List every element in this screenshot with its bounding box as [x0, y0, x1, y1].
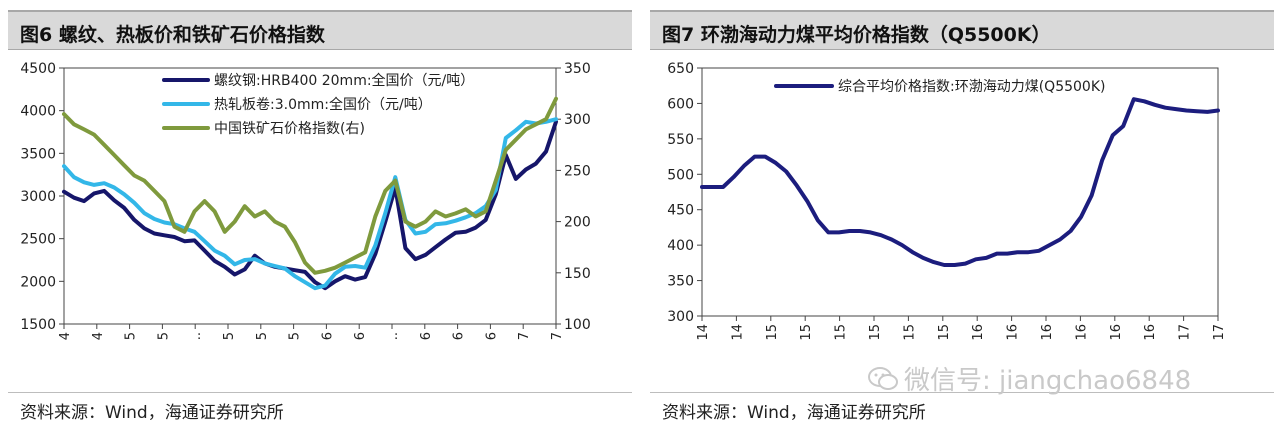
y-tick-label: 350	[667, 274, 694, 290]
legend-label: 热轧板卷:3.0mm:全国价（元/吨）	[214, 96, 432, 113]
legend-label: 综合平均价格指数:环渤海动力煤(Q5500K)	[838, 79, 1105, 95]
x-tick-label: May-16	[1040, 324, 1055, 340]
x-tick-label: Jul-15	[868, 324, 883, 340]
series-line	[700, 97, 1220, 267]
x-tick-label: Mar-15	[799, 324, 814, 340]
figure-6-title: 图6 螺纹、热板价和铁矿石价格指数	[20, 24, 325, 46]
figure-7-header: 图7 环渤海动力煤平均价格指数（Q5500K）	[650, 10, 1274, 50]
figure-6-panel: 图6 螺纹、热板价和铁矿石价格指数 1500 2000 2500 3000 3500 40…	[8, 0, 632, 434]
y-tick-label: 4500	[20, 61, 56, 77]
x-tick-label: Jan-15	[765, 324, 780, 340]
x-tick-label: Jul-16	[1074, 324, 1089, 340]
y-tick-label: 3500	[20, 146, 56, 162]
x-tick-label: Jan-16	[971, 324, 986, 340]
series-line	[62, 119, 558, 291]
y-tick-label: 450	[667, 203, 694, 219]
figure-6-header: 图6 螺纹、热板价和铁矿石价格指数	[8, 10, 632, 50]
x-tick-label: Nov-16	[1143, 324, 1158, 340]
x-tick-label: Jan-17	[1178, 324, 1193, 340]
x-tick-label: Nov-14	[730, 324, 745, 340]
y-tick-label: 2500	[20, 232, 56, 248]
x-tick-label: Mar-16	[353, 332, 368, 340]
figure-7-source-divider	[650, 392, 1274, 393]
legend-label: 中国铁矿石价格指数(右)	[214, 121, 365, 137]
x-tick-label: Nov-15	[937, 324, 952, 340]
y-tick-label: 550	[667, 132, 694, 148]
x-tick-label: Jan-16	[320, 332, 335, 340]
watermark-text: 微信号: jiangchao6848	[904, 366, 1192, 396]
y2-tick-label: 200	[564, 215, 591, 231]
y-tick-label: 400	[667, 238, 694, 254]
x-tick-label: Nov-14	[91, 332, 106, 340]
x-tick-label: Nov-15	[288, 332, 303, 340]
figure-7-source: 资料来源：Wind，海通证券研究所	[662, 403, 926, 423]
wechat-watermark: 微信号: jiangchao6848	[868, 360, 1191, 397]
y-tick-label: 2000	[20, 274, 56, 290]
y2-tick-label: 350	[564, 61, 591, 77]
x-tick-label: Mar-16	[1006, 324, 1021, 340]
x-tick-label: Jul-15	[222, 332, 237, 340]
x-tick-label: May...	[386, 332, 401, 340]
y2-tick-label: 300	[564, 112, 591, 128]
y-tick-label: 650	[667, 61, 694, 77]
figure-7-chart: 300 350 400 450 500 550 600 650 Sep-14 Nov-14 Jan-…	[667, 61, 1227, 340]
x-tick-label: Sep-14	[696, 324, 711, 340]
x-tick-label: Nov-16	[484, 332, 499, 340]
figure-6-source-divider	[8, 392, 632, 393]
x-tick-label: Sep-15	[255, 332, 270, 340]
wechat-icon	[868, 366, 898, 390]
x-tick-label: May...	[189, 332, 204, 340]
x-tick-label: Mar-15	[156, 332, 171, 340]
figure-6-chart: 1500 2000 2500 3000 3500 4000 4500 100 150 200 250…	[20, 61, 591, 340]
x-tick-label: Jul-16	[419, 332, 434, 340]
x-tick-label: May-15	[834, 324, 849, 340]
legend-label: 螺纹钢:HRB400 20mm:全国价（元/吨）	[214, 72, 474, 89]
y-tick-label: 300	[667, 309, 694, 325]
x-tick-label: Mar-17	[550, 332, 565, 340]
y-tick-label: 3000	[20, 189, 56, 205]
x-tick-label: Mar-17	[1212, 324, 1227, 340]
plot-frame	[701, 67, 1219, 317]
figure-6-source: 资料来源：Wind，海通证券研究所	[20, 403, 284, 423]
y-tick-label: 600	[667, 96, 694, 112]
y-tick-label: 4000	[20, 104, 56, 120]
x-tick-label: Jan-17	[517, 332, 532, 340]
x-tick-label: Sep-16	[1109, 324, 1124, 340]
y2-tick-label: 250	[564, 163, 591, 179]
x-tick-label: Sep-16	[452, 332, 467, 340]
series-line	[62, 117, 558, 291]
x-tick-label: Sep-15	[902, 324, 917, 340]
y-tick-label: 500	[667, 167, 694, 183]
figure-7-panel: 图7 环渤海动力煤平均价格指数（Q5500K） 300 350 400 450 500 5…	[650, 0, 1274, 434]
y-tick-label: 1500	[20, 317, 56, 333]
y2-tick-label: 150	[564, 266, 591, 282]
y2-tick-label: 100	[564, 317, 591, 333]
x-tick-label: Sep-14	[58, 332, 73, 340]
series-line	[62, 96, 558, 275]
x-tick-label: Jan-15	[124, 332, 139, 340]
figure-7-title: 图7 环渤海动力煤平均价格指数（Q5500K）	[662, 24, 1051, 46]
